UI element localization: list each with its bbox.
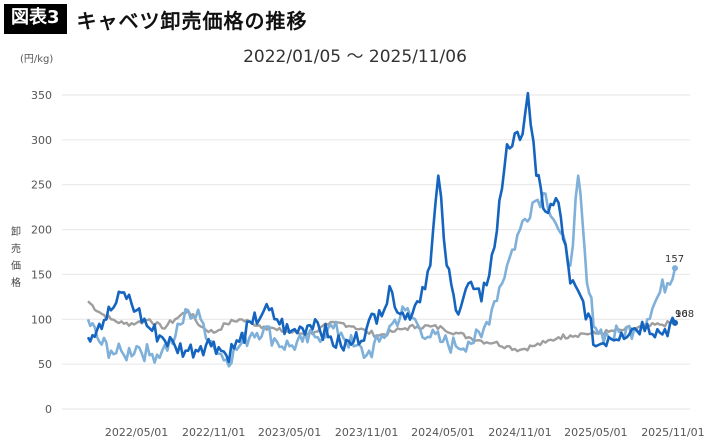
series-line	[86, 91, 677, 364]
x-tick-label: 2025/05/01	[564, 426, 627, 439]
x-tick-label: 2023/05/01	[258, 426, 321, 439]
series-end-label: 108	[675, 309, 694, 320]
y-tick-labels: 0 50 100 150 200 250 300 350	[31, 89, 52, 416]
y-tick-label: 0	[45, 403, 52, 416]
figure-badge: 図表3	[4, 4, 67, 34]
y-tick-label: 150	[31, 268, 52, 281]
figure-header: 図表3 キャベツ卸売価格の推移	[4, 4, 308, 34]
chart-title: 2022/01/05 ～ 2025/11/06	[243, 47, 467, 67]
x-tick-label: 2023/11/01	[335, 426, 398, 439]
series-end-marker	[672, 319, 678, 326]
figure-title: キャベツ卸売価格の推移	[76, 8, 308, 33]
x-tick-label: 2025/11/01	[641, 426, 704, 439]
y-tick-label: 200	[31, 224, 52, 237]
y-tick-label: 350	[31, 89, 52, 102]
y-tick-label: 250	[31, 179, 52, 192]
series-end-label: 157	[665, 254, 684, 265]
series-end-label: 96	[675, 309, 688, 320]
x-tick-label: 2024/05/01	[411, 426, 474, 439]
x-tick-label: 2022/05/01	[105, 426, 168, 439]
grid-lines	[62, 94, 690, 410]
y-tick-label: 50	[38, 358, 52, 371]
x-tick-label: 2022/11/01	[182, 426, 245, 439]
unit-label: (円/kg)	[20, 54, 54, 65]
end-labels: 96 157 108	[665, 254, 694, 320]
y-tick-label: 300	[31, 134, 52, 147]
series-lines	[86, 91, 678, 368]
series-line	[86, 174, 677, 368]
y-axis-label: 卸売価格	[11, 227, 21, 289]
x-tick-label: 2024/11/01	[488, 426, 551, 439]
x-tick-labels: 2022/05/01 2022/11/01 2023/05/01 2023/11/01…	[105, 426, 705, 439]
series-end-marker	[672, 265, 678, 272]
y-tick-label: 100	[31, 313, 52, 326]
